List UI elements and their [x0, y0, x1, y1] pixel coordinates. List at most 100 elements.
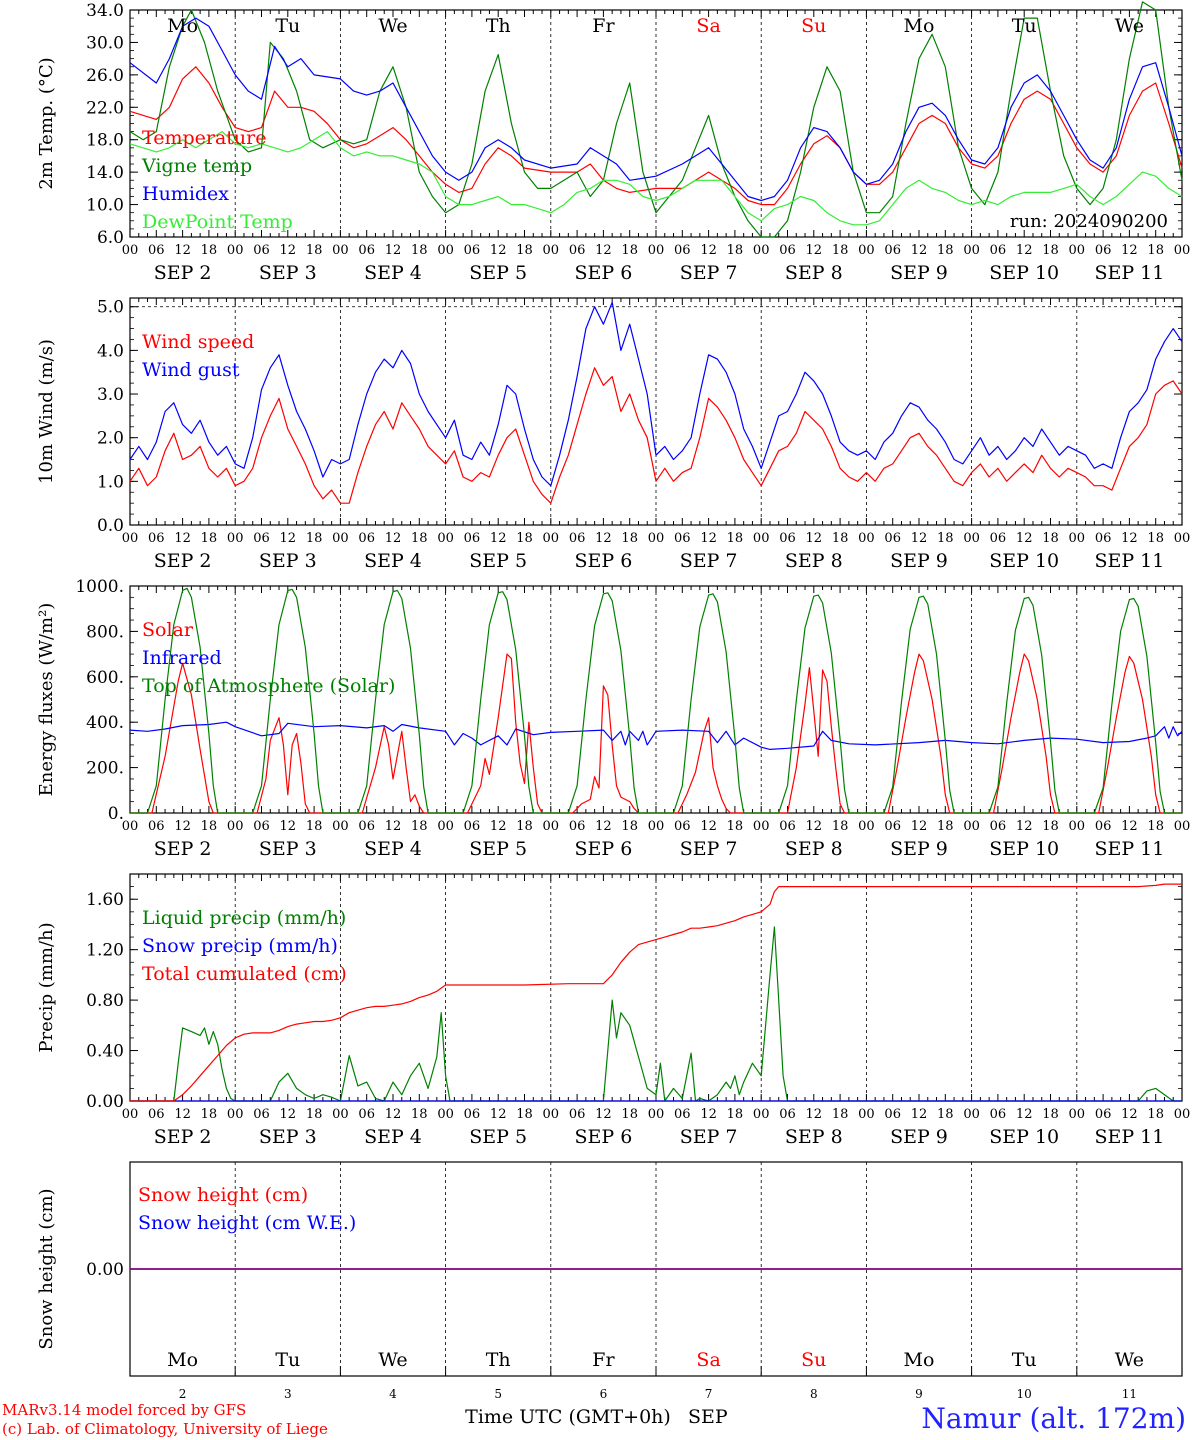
- x-hour-label: 18: [411, 819, 428, 834]
- series-line-temperature: [129, 66, 1183, 206]
- x-date-label: SEP 2: [154, 262, 212, 284]
- x-day-number: 8: [810, 1387, 818, 1401]
- x-hour-label: 12: [595, 531, 612, 546]
- x-axis-title: Time UTC (GMT+0h): [465, 1406, 671, 1428]
- day-of-week-label: Mo: [904, 15, 935, 37]
- x-hour-label: 00: [437, 819, 454, 834]
- x-hour-label: 00: [1174, 819, 1191, 834]
- x-hour-label: 18: [201, 243, 218, 258]
- x-hour-label: 06: [569, 1107, 586, 1122]
- x-date-label: SEP 5: [469, 550, 527, 572]
- y-axis-label: Energy fluxes (W/m²): [36, 603, 57, 797]
- x-day-number: 4: [389, 1387, 397, 1401]
- x-hour-label: 18: [1042, 531, 1059, 546]
- y-tick-label: 200.: [86, 759, 124, 779]
- x-hour-label: 12: [806, 1107, 823, 1122]
- series-line-wind-gust: [129, 301, 1183, 487]
- x-date-label: SEP 3: [259, 262, 317, 284]
- x-hour-label: 12: [1016, 243, 1033, 258]
- x-hour-label: 00: [543, 1107, 560, 1122]
- x-hour-label: 12: [595, 819, 612, 834]
- y-tick-label: 2.0: [97, 429, 124, 449]
- x-hour-label: 06: [884, 531, 901, 546]
- x-hour-label: 12: [490, 819, 507, 834]
- x-hour-label: 18: [1042, 819, 1059, 834]
- x-hour-label: 18: [832, 1107, 849, 1122]
- x-hour-label: 12: [1121, 243, 1138, 258]
- day-of-week-label: We: [1115, 1349, 1144, 1371]
- x-hour-label: 18: [411, 243, 428, 258]
- x-hour-label: 06: [884, 243, 901, 258]
- x-date-label: SEP 3: [259, 1126, 317, 1148]
- x-date-label: SEP 9: [890, 838, 948, 860]
- y-tick-label: 0.0: [97, 516, 124, 536]
- x-day-number: 2: [179, 1387, 187, 1401]
- day-of-week-label: Tu: [275, 1349, 300, 1371]
- x-hour-label: 00: [332, 531, 349, 546]
- x-date-label: SEP 4: [364, 262, 422, 284]
- x-date-label: SEP 9: [890, 262, 948, 284]
- x-date-label: SEP 11: [1094, 262, 1164, 284]
- x-hour-label: 06: [464, 243, 481, 258]
- x-hour-label: 12: [595, 243, 612, 258]
- x-axis-month: SEP: [688, 1406, 728, 1428]
- x-date-label: SEP 9: [890, 550, 948, 572]
- x-date-label: SEP 8: [785, 262, 843, 284]
- x-hour-label: 00: [858, 819, 875, 834]
- x-hour-label: 18: [411, 1107, 428, 1122]
- x-hour-label: 06: [358, 531, 375, 546]
- legend-entry: Humidex: [142, 183, 229, 205]
- x-date-label: SEP 10: [989, 1126, 1059, 1148]
- x-hour-label: 06: [674, 531, 691, 546]
- x-date-label: SEP 7: [680, 262, 738, 284]
- y-tick-label: 0.: [108, 804, 124, 824]
- x-hour-label: 12: [174, 819, 191, 834]
- legend-entry: Snow precip (mm/h): [142, 935, 338, 957]
- x-hour-label: 18: [1147, 1107, 1164, 1122]
- day-of-week-label: Tu: [1012, 15, 1037, 37]
- x-hour-label: 12: [1121, 1107, 1138, 1122]
- x-hour-label: 12: [595, 1107, 612, 1122]
- y-tick-label: 0.00: [86, 1260, 124, 1280]
- x-hour-label: 06: [464, 531, 481, 546]
- x-hour-label: 18: [727, 819, 744, 834]
- day-of-week-label: We: [1115, 15, 1144, 37]
- x-hour-label: 18: [516, 819, 533, 834]
- x-date-label: SEP 11: [1094, 1126, 1164, 1148]
- x-hour-label: 00: [648, 1107, 665, 1122]
- x-hour-label: 12: [911, 243, 928, 258]
- x-date-label: SEP 7: [680, 550, 738, 572]
- x-hour-label: 12: [911, 1107, 928, 1122]
- day-of-week-label: Th: [486, 15, 511, 37]
- day-of-week-label: Sa: [696, 1349, 720, 1371]
- x-hour-label: 00: [1174, 531, 1191, 546]
- x-date-label: SEP 7: [680, 1126, 738, 1148]
- y-tick-label: 1.60: [86, 890, 124, 910]
- x-hour-label: 12: [806, 243, 823, 258]
- x-hour-label: 06: [884, 1107, 901, 1122]
- x-hour-label: 12: [174, 531, 191, 546]
- legend-entry: Temperature: [142, 127, 266, 149]
- run-label: run: 2024090200: [1010, 211, 1168, 232]
- x-hour-label: 06: [464, 819, 481, 834]
- x-date-label: SEP 4: [364, 1126, 422, 1148]
- x-hour-label: 06: [569, 819, 586, 834]
- x-date-label: SEP 6: [574, 262, 632, 284]
- y-tick-label: 10.0: [86, 196, 124, 216]
- x-hour-label: 12: [174, 1107, 191, 1122]
- x-hour-label: 12: [385, 1107, 402, 1122]
- x-hour-label: 18: [621, 1107, 638, 1122]
- x-hour-label: 06: [148, 819, 165, 834]
- legend-entry: Total cumulated (cm): [142, 963, 347, 985]
- x-hour-label: 00: [437, 243, 454, 258]
- credit-line-1: MARv3.14 model forced by GFS: [2, 1401, 247, 1419]
- x-hour-label: 12: [280, 531, 297, 546]
- x-hour-label: 06: [1095, 819, 1112, 834]
- x-date-label: SEP 5: [469, 838, 527, 860]
- x-hour-label: 12: [280, 243, 297, 258]
- x-date-label: SEP 4: [364, 550, 422, 572]
- x-hour-label: 06: [674, 243, 691, 258]
- x-hour-label: 00: [227, 243, 244, 258]
- x-hour-label: 00: [963, 819, 980, 834]
- y-tick-label: 26.0: [86, 66, 124, 86]
